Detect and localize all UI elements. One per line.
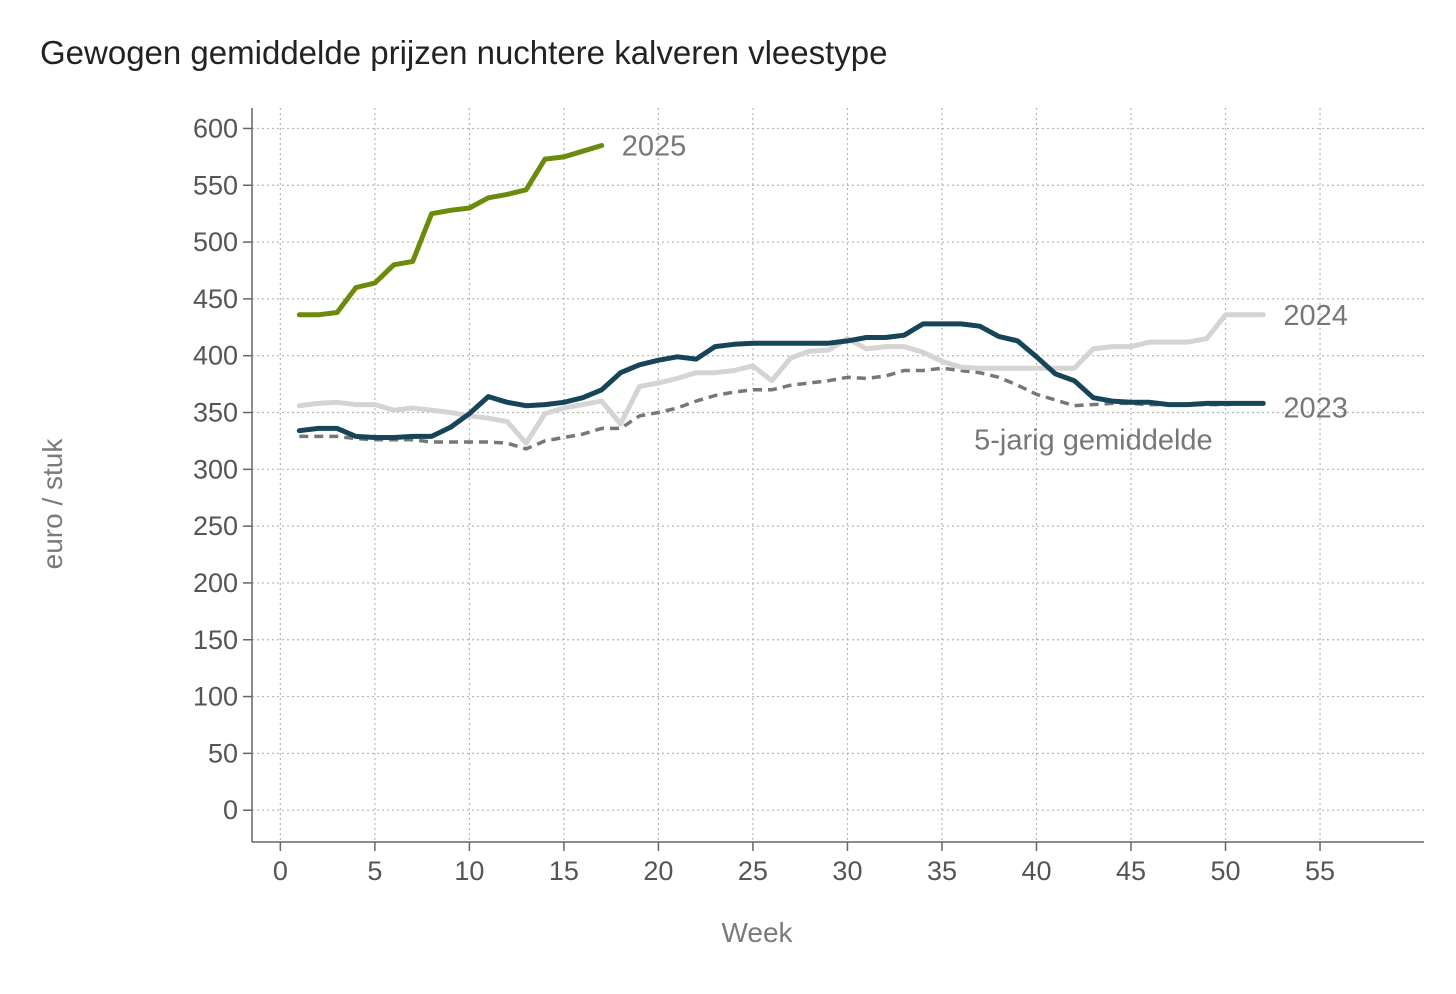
x-axis-ticks: 0 5 10 15 20 25 30 35 40 45 50 55 [273, 842, 1335, 886]
chart-title: Gewogen gemiddelde prijzen nuchtere kalv… [40, 34, 888, 71]
x-tick-label: 35 [927, 856, 957, 886]
series-label-2023: 2023 [1283, 392, 1348, 424]
x-axis-title: Week [721, 917, 793, 948]
y-tick-label: 100 [193, 682, 238, 712]
y-tick-label: 450 [193, 284, 238, 314]
x-tick-label: 50 [1210, 856, 1240, 886]
y-tick-label: 150 [193, 625, 238, 655]
x-tick-label: 5 [367, 856, 382, 886]
y-axis-ticks: 0 50 100 150 200 250 300 350 400 450 500 550 600 [193, 113, 252, 825]
series-label-2024: 2024 [1283, 300, 1348, 332]
y-axis-title: euro / stuk [37, 438, 68, 570]
series-label-2025: 2025 [622, 130, 687, 162]
x-tick-label: 55 [1305, 856, 1335, 886]
y-tick-label: 300 [193, 454, 238, 484]
series-line-2024 [296, 312, 1266, 446]
series-lines [296, 143, 1266, 451]
grid [252, 108, 1424, 842]
x-tick-label: 10 [454, 856, 484, 886]
axes [251, 108, 1424, 843]
y-tick-label: 600 [193, 113, 238, 143]
series-line-2025 [296, 143, 605, 318]
x-tick-label: 25 [738, 856, 768, 886]
y-tick-label: 0 [223, 795, 238, 825]
y-tick-label: 500 [193, 227, 238, 257]
x-tick-label: 20 [643, 856, 673, 886]
x-tick-label: 40 [1021, 856, 1051, 886]
x-tick-label: 15 [549, 856, 579, 886]
x-tick-label: 45 [1116, 856, 1146, 886]
y-tick-label: 250 [193, 511, 238, 541]
y-tick-label: 200 [193, 568, 238, 598]
series-labels: 2025 2024 2023 5-jarig gemiddelde [622, 130, 1348, 456]
series-label-5-jarig-gemiddelde: 5-jarig gemiddelde [974, 424, 1213, 456]
y-tick-label: 50 [208, 738, 238, 768]
x-tick-label: 30 [832, 856, 862, 886]
y-tick-label: 350 [193, 398, 238, 428]
y-tick-label: 400 [193, 341, 238, 371]
x-tick-label: 0 [273, 856, 288, 886]
y-tick-label: 550 [193, 170, 238, 200]
series-line-2023 [296, 321, 1266, 440]
